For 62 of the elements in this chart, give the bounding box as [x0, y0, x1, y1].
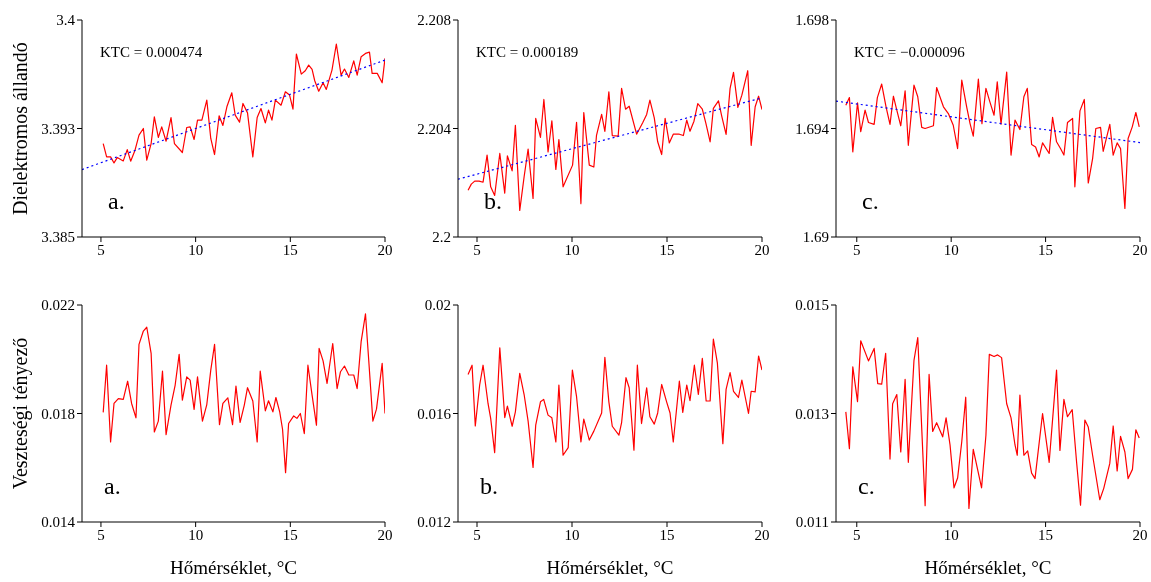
y-tick-label: 0.016 — [417, 405, 452, 422]
x-tick-label: 10 — [943, 241, 959, 258]
x-tick-label: 15 — [659, 241, 675, 258]
y-tick-label: 2.208 — [417, 12, 451, 29]
line-series — [845, 336, 1140, 510]
x-tick-label: 20 — [377, 526, 393, 543]
y-tick-label: 3.385 — [41, 229, 75, 246]
line-series — [467, 70, 762, 212]
annotation: KTC = 0.000474 — [100, 44, 203, 61]
y-axis-title: Veszteségi tényező — [8, 336, 32, 491]
y-tick-label: 0.018 — [41, 405, 75, 422]
x-tick-label: 5 — [473, 526, 481, 543]
y-tick-label: 0.015 — [795, 297, 829, 314]
x-tick-label: 20 — [1132, 241, 1148, 258]
x-axis-title: Hőmérséklet, °C — [169, 557, 298, 579]
y-tick-label: 0.022 — [41, 297, 75, 314]
x-tick-label: 20 — [1132, 526, 1148, 543]
x-tick-label: 15 — [1038, 526, 1054, 543]
y-tick-label: 1.698 — [795, 12, 829, 29]
x-tick-label: 15 — [659, 526, 675, 543]
x-tick-label: 5 — [97, 526, 105, 543]
x-tick-label: 15 — [1038, 241, 1054, 258]
x-tick-label: 10 — [564, 526, 580, 543]
y-tick-label: 3.393 — [41, 120, 75, 137]
x-tick-label: 5 — [97, 241, 105, 258]
x-tick-label: 10 — [188, 241, 204, 258]
y-tick-label: 1.694 — [795, 120, 830, 137]
y-tick-label: 0.014 — [41, 514, 76, 531]
y-tick-label: 0.011 — [795, 514, 829, 531]
line-series — [467, 338, 762, 469]
x-tick-label: 10 — [564, 241, 580, 258]
y-tick-label: 0.012 — [417, 514, 451, 531]
annotation: a. — [104, 473, 121, 500]
x-tick-label: 5 — [473, 241, 481, 258]
line-series — [845, 71, 1140, 210]
x-tick-label: 5 — [853, 526, 861, 543]
x-axis-title: Hőmérséklet, °C — [923, 557, 1053, 579]
x-tick-label: 5 — [853, 241, 861, 258]
y-tick-label: 2.2 — [432, 229, 451, 246]
x-axis-title: Hőmérséklet, °C — [545, 557, 675, 579]
annotation: b. — [480, 473, 498, 500]
x-tick-label: 10 — [943, 526, 959, 543]
line-series — [102, 43, 385, 164]
y-tick-label: 0.02 — [424, 297, 451, 314]
annotation: b. — [484, 188, 502, 215]
annotation: a. — [108, 188, 125, 215]
annotation: c. — [862, 188, 879, 215]
x-tick-label: 10 — [188, 526, 204, 543]
y-tick-label: 0.013 — [795, 405, 829, 422]
annotation: KTC = 0.000189 — [476, 44, 579, 61]
line-series — [102, 313, 385, 474]
x-tick-label: 15 — [282, 241, 298, 258]
annotation: c. — [858, 473, 875, 500]
y-tick-label: 1.69 — [802, 229, 829, 246]
y-axis-title: Dielektromos állandó — [8, 40, 32, 217]
x-tick-label: 20 — [377, 241, 393, 258]
x-tick-label: 15 — [282, 526, 298, 543]
annotation: KTC = −0.000096 — [854, 44, 965, 61]
y-tick-label: 2.204 — [417, 120, 452, 137]
x-tick-label: 20 — [754, 526, 770, 543]
x-tick-label: 20 — [754, 241, 770, 258]
y-tick-label: 3.4 — [56, 12, 76, 29]
